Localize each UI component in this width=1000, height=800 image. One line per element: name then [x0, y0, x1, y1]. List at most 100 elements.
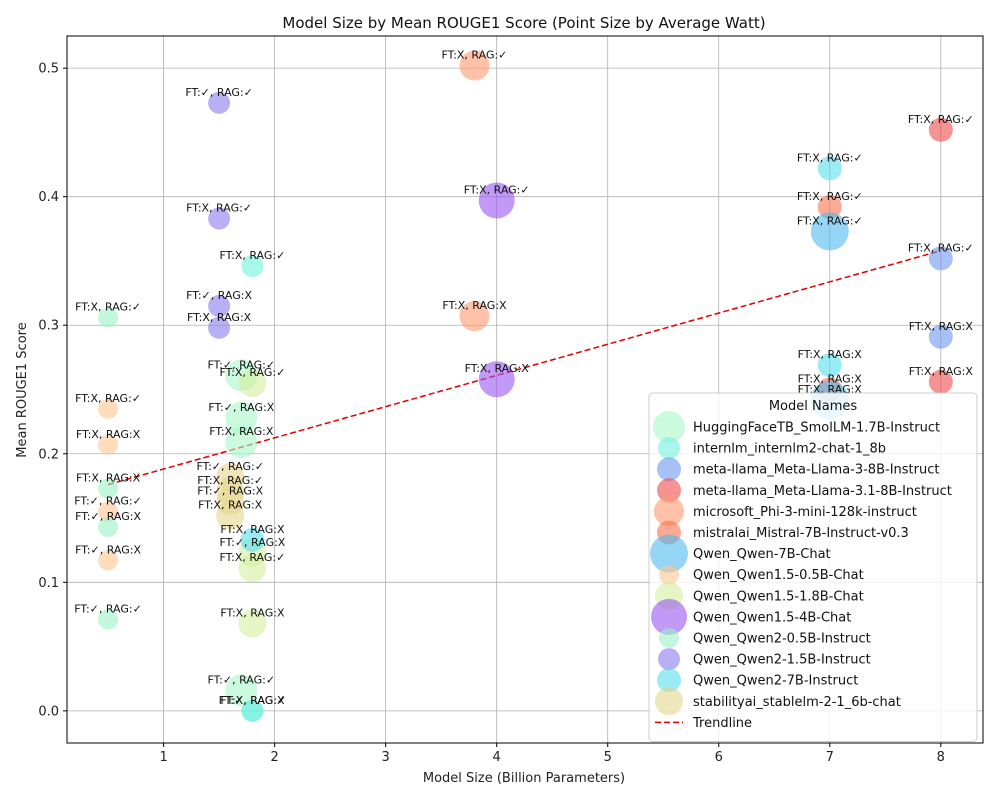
data-point: [928, 117, 953, 142]
legend-marker: [659, 628, 679, 648]
data-point: [208, 91, 231, 114]
x-tick-label: 1: [159, 750, 167, 765]
point-label: FT:X, RAG:✓: [197, 474, 263, 487]
data-point: [225, 426, 258, 459]
point-label: FT:X, RAG:✓: [186, 202, 252, 215]
data-point: [98, 478, 119, 499]
point-label: FT:X, RAG:✓: [797, 190, 863, 203]
legend-marker: [651, 598, 687, 635]
x-tick-label: 3: [382, 750, 390, 765]
legend-marker: [658, 437, 680, 460]
y-axis-label: Mean ROUGE1 Score: [15, 322, 30, 457]
data-point: [238, 369, 267, 398]
y-tick-label: 0.4: [38, 190, 59, 205]
legend-marker: [657, 457, 681, 482]
data-point: [817, 156, 842, 181]
legend-entry: meta-llama_Meta-Llama-3-8B-Instruct: [693, 463, 939, 478]
data-point: [98, 550, 119, 571]
data-point: [98, 307, 119, 328]
legend: Model Names HuggingFaceTB_SmolLM-1.7B-Ins…: [648, 392, 978, 742]
legend-entry: Qwen_Qwen2-1.5B-Instruct: [693, 653, 871, 668]
legend-marker: [653, 411, 685, 443]
point-label: FT:X, RAG:X: [220, 523, 285, 536]
y-tick-label: 0.3: [38, 319, 59, 334]
y-tick-label: 0.5: [38, 62, 59, 77]
data-point: [478, 361, 515, 398]
point-label: FT:X, RAG:✓: [464, 184, 530, 197]
data-point: [98, 609, 119, 630]
point-label: FT:✓, RAG:X: [75, 510, 141, 523]
data-point: [98, 398, 119, 419]
data-point: [817, 194, 842, 219]
data-point: [98, 501, 119, 522]
data-point: [240, 527, 265, 552]
legend-entry: internlm_internlm2-chat-1_8b: [693, 442, 886, 457]
legend-marker: [657, 668, 681, 693]
point-label: FT:X, RAG:✓: [219, 551, 285, 564]
data-point: [459, 301, 490, 332]
legend-marker: [654, 496, 684, 527]
x-tick-label: 8: [937, 750, 945, 765]
point-label: FT:X, RAG:X: [909, 365, 974, 378]
legend-entry: Qwen_Qwen-7B-Chat: [693, 547, 831, 562]
data-point: [817, 353, 842, 378]
point-label: FT:X, RAG:X: [209, 425, 274, 438]
point-label: FT:✓, RAG:✓: [219, 694, 287, 707]
point-label: FT:✓, RAG:X: [197, 484, 263, 497]
point-label: FT:X, RAG:X: [465, 362, 530, 375]
point-label: FT:X, RAG:X: [76, 471, 141, 484]
data-point: [216, 501, 245, 530]
data-point: [459, 50, 490, 81]
point-label: FT:X, RAG:X: [220, 694, 285, 707]
legend-entry: HuggingFaceTB_SmolLM-1.7B-Instruct: [693, 421, 940, 436]
legend-marker: [655, 687, 683, 716]
data-point: [98, 517, 119, 538]
point-label: FT:X, RAG:✓: [219, 366, 285, 379]
data-point: [241, 699, 264, 722]
point-label: FT:X, RAG:✓: [75, 392, 141, 405]
legend-entry: Qwen_Qwen1.5-4B-Chat: [693, 610, 851, 625]
point-label: FT:X, RAG:✓: [75, 301, 141, 314]
x-tick-label: 6: [715, 750, 723, 765]
legend-entry: Qwen_Qwen1.5-0.5B-Chat: [693, 568, 864, 583]
point-label: FT:✓, RAG:✓: [208, 358, 276, 371]
point-label: FT:✓, RAG:✓: [185, 86, 253, 99]
point-label: FT:✓, RAG:✓: [196, 460, 264, 473]
legend-entry: mistralai_Mistral-7B-Instruct-v0.3: [693, 526, 909, 541]
point-label: FT:X, RAG:✓: [908, 113, 974, 126]
data-point: [98, 434, 119, 455]
data-point: [810, 212, 849, 251]
legend-entry: Qwen_Qwen2-0.5B-Instruct: [693, 632, 871, 647]
data-points: [98, 50, 953, 722]
point-label: FT:X, RAG:✓: [797, 214, 863, 227]
point-label: FT:X, RAG:X: [220, 606, 285, 619]
y-tick-label: 0.2: [38, 447, 59, 462]
data-point: [208, 207, 231, 230]
legend-marker: [659, 564, 679, 585]
x-tick-label: 2: [270, 750, 278, 765]
point-label: FT:X, RAG:✓: [797, 151, 863, 164]
x-tick-label: 5: [604, 750, 612, 765]
legend-entry: stabilityai_stablelm-2-1_6b-chat: [693, 695, 901, 710]
data-point: [238, 609, 267, 638]
data-point: [928, 369, 953, 394]
legend-box: [648, 392, 978, 742]
data-point: [238, 554, 267, 583]
data-point: [478, 182, 515, 219]
legend-title: Model Names: [769, 399, 858, 414]
data-point: [225, 674, 258, 707]
point-label: FT:✓, RAG:✓: [74, 603, 142, 616]
point-label: FT:X, RAG:✓: [908, 241, 974, 254]
plot-frame: [66, 35, 984, 744]
legend-entry: Qwen_Qwen2-7B-Instruct: [693, 674, 858, 689]
legend-marker: [657, 478, 681, 503]
point-label: FT:✓, RAG:X: [186, 289, 252, 302]
data-point: [208, 294, 231, 317]
point-label: FT:X, RAG:X: [909, 320, 974, 333]
chart-title: Model Size by Mean ROUGE1 Score (Point S…: [282, 14, 765, 32]
point-label: FT:X, RAG:X: [442, 299, 507, 312]
point-label: FT:✓, RAG:✓: [208, 673, 276, 686]
x-axis-label: Model Size (Billion Parameters): [423, 771, 625, 786]
legend-entry: meta-llama_Meta-Llama-3.1-8B-Instruct: [693, 484, 952, 499]
